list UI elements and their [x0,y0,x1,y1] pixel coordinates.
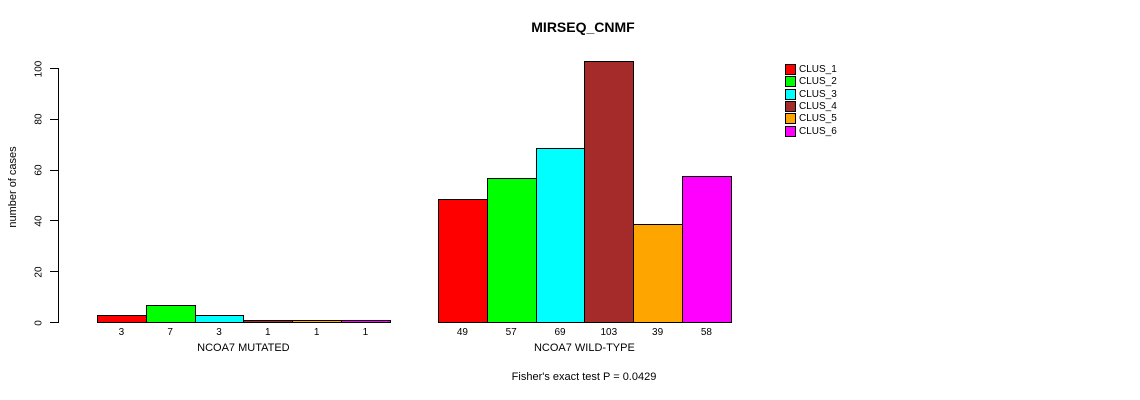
bar-value-label: 3 [216,327,222,338]
bar-clus_3-group2 [535,147,586,323]
bar-clus_6-group1 [341,320,391,323]
y-tick-label-0: 0 [33,319,45,326]
legend-item-clus_3: CLUS_3 [785,88,837,100]
legend-item-clus_1: CLUS_1 [785,64,837,75]
y-tick-label-100: 100 [33,60,45,77]
y-tick-mark-60 [50,169,58,171]
legend-label: CLUS_2 [799,76,837,88]
bar-value-label: 39 [652,327,664,338]
legend-label: CLUS_5 [799,113,837,125]
bar-clus_6-group2 [682,175,732,323]
bar-value-label: 69 [554,327,566,338]
y-tick-label-60: 60 [33,164,45,176]
group-label-2: NCOA7 WILD-TYPE [533,342,635,354]
y-tick-label-40: 40 [33,215,45,227]
fisher-test-note: Fisher's exact test P = 0.0429 [511,371,657,383]
y-tick-mark-100 [50,68,58,69]
bar-clus_5-group2 [633,223,683,323]
y-tick-label-80: 80 [33,113,45,125]
y-tick-mark-40 [50,220,58,222]
y-axis-label: number of cases [7,146,19,228]
bar-value-label: 49 [456,327,468,338]
legend-item-clus_2: CLUS_2 [785,76,837,88]
bar-clus_4-group2 [584,61,635,323]
legend-item-clus_5: CLUS_5 [785,113,837,125]
legend-item-clus_4: CLUS_4 [785,100,837,112]
legend-swatch-icon [785,113,796,125]
y-tick-mark-80 [50,118,58,120]
bar-clus_1-group2 [438,198,488,323]
legend-label: CLUS_1 [799,64,837,75]
legend-label: CLUS_4 [799,100,837,112]
bar-value-label: 7 [167,327,173,338]
y-tick-label-20: 20 [33,266,45,278]
bar-value-label: 3 [118,327,125,338]
legend-swatch-icon [785,100,796,112]
legend-item-clus_6: CLUS_6 [785,125,837,137]
group-label-1: NCOA7 MUTATED [197,342,290,354]
bar-value-label: 57 [505,327,517,338]
y-tick-mark-0 [50,322,58,323]
bar-value-label: 58 [700,327,712,338]
legend-label: CLUS_3 [799,88,837,100]
legend-swatch-icon [785,125,796,137]
y-axis-line [58,68,59,323]
bar-value-label: 103 [600,327,618,338]
legend-label: CLUS_6 [799,125,837,137]
bar-clus_2-group1 [145,305,196,323]
bar-value-label: 1 [265,327,271,338]
bar-clus_4-group1 [243,320,294,323]
legend-swatch-icon [785,88,796,100]
bar-value-label: 1 [313,327,320,338]
y-tick-mark-20 [50,271,58,273]
bar-clus_3-group1 [194,315,245,323]
bar-clus_5-group1 [292,320,342,323]
legend-swatch-icon [785,76,796,88]
legend-swatch-icon [785,64,796,75]
bar-clus_1-group1 [97,315,147,323]
bar-clus_2-group2 [486,178,537,323]
bar-value-label: 1 [362,327,369,338]
chart-title: MIRSEQ_CNMF [531,19,635,35]
